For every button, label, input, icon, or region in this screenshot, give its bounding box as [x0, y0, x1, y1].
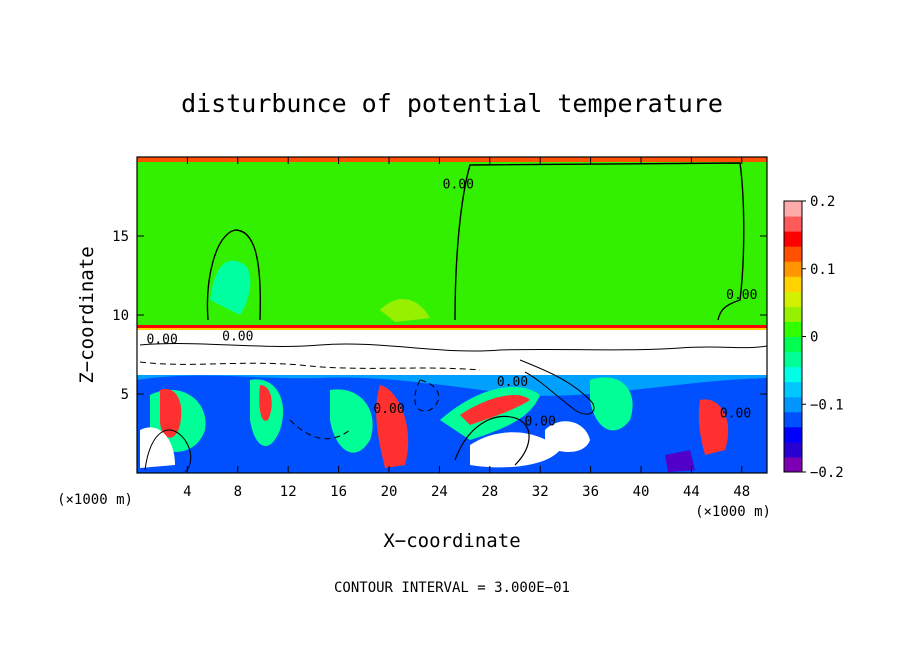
red-patch-2: [259, 385, 272, 421]
colorbar-tick-label: 0.2: [810, 194, 835, 210]
colorbar-swatch: [784, 246, 802, 262]
colorbar-swatch: [784, 366, 802, 383]
contour-line-6: [414, 379, 440, 412]
colorbar-swatch: [784, 336, 802, 353]
colorbar-swatch: [784, 261, 802, 277]
contour-line-1: [206, 229, 262, 321]
colorbar-swatch: [784, 276, 802, 292]
x-axis: 4 8 12 16 20 24 28 32 36 40 44 48: [183, 157, 750, 500]
contour-line-4: [139, 361, 481, 371]
x-tick-label: 12: [280, 484, 297, 500]
x-tick-label: 20: [381, 484, 398, 500]
colorbar: 0.2 0.1 0 −0.1 −0.2: [783, 194, 844, 481]
colorbar-tick-label: 0.1: [810, 262, 835, 278]
plot-area: [137, 157, 767, 473]
contour-interval-note: CONTOUR INTERVAL = 3.000E−01: [334, 580, 570, 596]
x-tick-label: 40: [633, 484, 650, 500]
colorbar-swatch: [784, 321, 802, 337]
colorbar-swatch: [784, 396, 802, 413]
colorbar-tick-label: 0: [810, 330, 818, 346]
upper-yellow-patch: [380, 298, 430, 322]
red-patch-1: [160, 389, 182, 438]
colorbar-swatch: [784, 441, 802, 458]
x-tick-label: 36: [582, 484, 599, 500]
colorbar-swatch: [784, 291, 802, 307]
y-tick-label: 10: [112, 308, 129, 324]
contour-label: 0.00: [497, 375, 528, 390]
red-patch-4: [460, 395, 530, 425]
green-patch-3: [330, 389, 373, 453]
chart-title: disturbunce of potential temperature: [181, 89, 723, 118]
contour-line-5: [519, 359, 595, 415]
x-unit-label-left: (×1000 m): [57, 492, 133, 508]
x-tick-label: 16: [330, 484, 347, 500]
contour-label: 0.00: [720, 407, 751, 422]
colorbar-swatch: [784, 201, 802, 217]
y-tick-label: 5: [121, 387, 129, 403]
colorbar-swatch: [784, 216, 802, 232]
colorbar-swatch: [784, 306, 802, 322]
contour-line-2: [454, 162, 745, 321]
colorbar-swatch: [784, 381, 802, 398]
colorbar-tick-label: −0.2: [810, 465, 844, 481]
contour-label: 0.00: [525, 415, 556, 430]
contour-label: 0.00: [222, 329, 253, 344]
white-lower-zone-3: [545, 421, 590, 452]
red-patch-5: [698, 399, 729, 455]
red-patch-3: [376, 385, 409, 468]
x-tick-label: 44: [683, 484, 700, 500]
colorbar-swatch: [784, 351, 802, 368]
contour-label: 0.00: [443, 178, 474, 193]
contour-line-9: [289, 419, 351, 440]
y-axis-label: Z−coordinate: [76, 246, 98, 383]
x-tick-label: 28: [481, 484, 498, 500]
contour-line-3: [139, 343, 767, 352]
colorbar-swatch: [784, 456, 802, 473]
contour-line-7: [454, 415, 530, 466]
x-tick-label: 48: [733, 484, 750, 500]
upper-cyan-patch: [210, 260, 251, 315]
green-patch-5: [590, 377, 633, 431]
x-axis-label: X−coordinate: [383, 530, 520, 552]
colorbar-tick-label: −0.1: [810, 397, 844, 413]
x-tick-label: 24: [431, 484, 448, 500]
colorbar-swatch: [784, 426, 802, 443]
white-lower-zone-1: [140, 427, 175, 468]
colorbar-swatch: [784, 411, 802, 428]
contour-line-8: [144, 429, 192, 473]
inversion-band-red: [137, 325, 767, 328]
x-tick-label: 4: [183, 484, 191, 500]
purple-patch: [665, 450, 695, 472]
contour-label: 0.00: [147, 332, 178, 347]
y-tick-label: 15: [112, 229, 129, 245]
contour-labels: 0.00 0.00 0.00 0.00 0.00 0.00 0.00 0.00: [147, 178, 758, 430]
x-unit-label-right: (×1000 m): [695, 504, 771, 520]
top-boundary-band: [137, 157, 767, 162]
x-tick-label: 8: [234, 484, 242, 500]
x-tick-label: 32: [532, 484, 549, 500]
contour-label: 0.00: [726, 288, 757, 303]
y-axis: 5 10 15: [112, 229, 767, 403]
white-lower-zone-2: [470, 432, 560, 468]
contour-label: 0.00: [373, 402, 404, 417]
colorbar-swatch: [784, 231, 802, 247]
inversion-band-orange: [137, 328, 767, 330]
